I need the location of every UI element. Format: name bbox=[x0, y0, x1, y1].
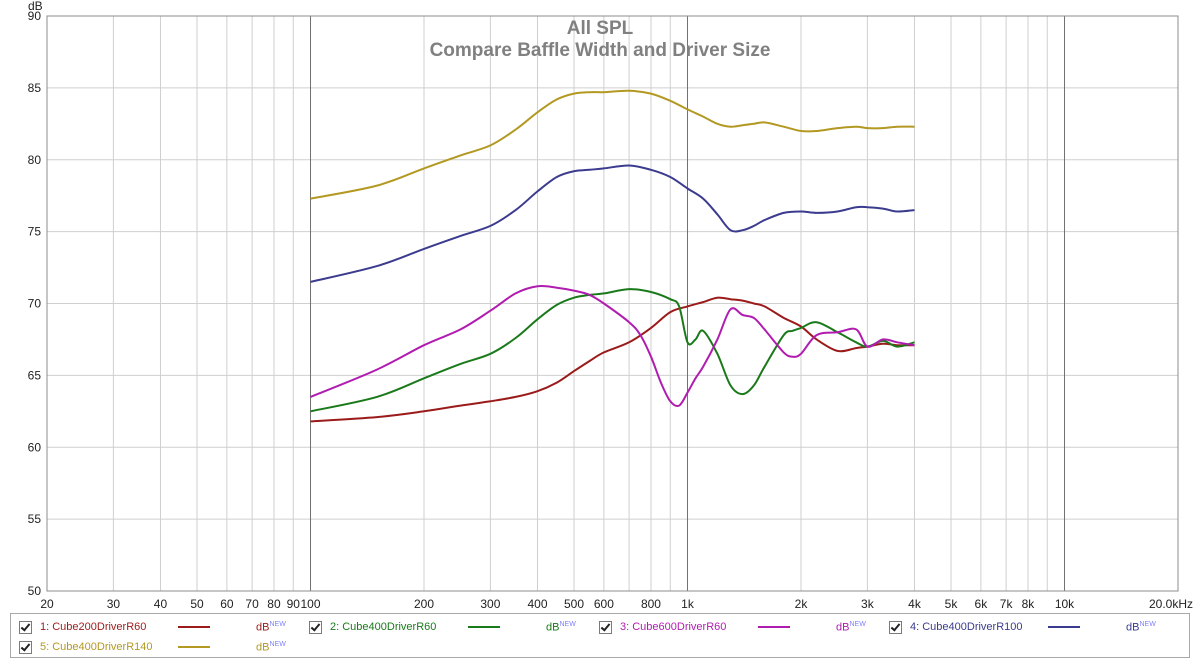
x-tick-label: 1k bbox=[681, 597, 695, 611]
legend-item-5[interactable]: 5: Cube400DriverR140 dBNEW bbox=[19, 637, 286, 657]
chart-subtitle: Compare Baffle Width and Driver Size bbox=[430, 40, 771, 61]
legend-item-2[interactable]: 2: Cube400DriverR60 dBNEW bbox=[309, 617, 576, 637]
x-tick-label: 8k bbox=[1022, 597, 1036, 611]
x-tick-label: 2k bbox=[795, 597, 809, 611]
series-layer bbox=[310, 89, 915, 423]
legend-item-4[interactable]: 4: Cube400DriverR100 dBNEW bbox=[889, 617, 1156, 637]
y-tick-label: 55 bbox=[28, 512, 42, 526]
legend-unit-text: dB bbox=[546, 621, 560, 634]
checkbox-icon[interactable] bbox=[599, 620, 612, 634]
chart-title: All SPL bbox=[567, 18, 634, 39]
legend-swatch bbox=[758, 626, 790, 628]
spl-chart: 20 30 40 50 60 70 80 90 100 200 300 400 500 600 800 1k 2… bbox=[28, 0, 1193, 611]
x-tick-label: 4k bbox=[908, 597, 922, 611]
x-tick-label: 500 bbox=[564, 597, 584, 611]
legend: 1: Cube200DriverR60 dBNEW 2: Cube400Driv… bbox=[10, 613, 1190, 658]
y-tick-label: 50 bbox=[28, 584, 42, 598]
legend-unit: dBNEW bbox=[256, 621, 286, 634]
legend-unit-text: dB bbox=[1126, 621, 1140, 634]
x-tick-label: 90 bbox=[287, 597, 301, 611]
checkbox-icon[interactable] bbox=[19, 620, 32, 634]
x-tick-label: 10k bbox=[1055, 597, 1075, 611]
x-tick-label: 5k bbox=[945, 597, 959, 611]
legend-unit-sup: NEW bbox=[269, 640, 286, 648]
legend-label: 2: Cube400DriverR60 bbox=[330, 621, 437, 633]
legend-item-3[interactable]: 3: Cube600DriverR60 dBNEW bbox=[599, 617, 866, 637]
x-tick-label: 800 bbox=[641, 597, 661, 611]
legend-unit: dBNEW bbox=[546, 621, 576, 634]
x-tick-label: 70 bbox=[245, 597, 259, 611]
y-tick-label: 75 bbox=[28, 225, 42, 239]
legend-label: 5: Cube400DriverR140 bbox=[40, 641, 153, 653]
checkbox-icon[interactable] bbox=[19, 640, 32, 654]
legend-unit-sup: NEW bbox=[849, 620, 866, 628]
x-tick-label: 200 bbox=[414, 597, 434, 611]
legend-swatch bbox=[178, 646, 210, 648]
series-line-3 bbox=[310, 284, 915, 408]
x-tick-label: 300 bbox=[480, 597, 500, 611]
legend-unit-sup: NEW bbox=[559, 620, 576, 628]
legend-label: 1: Cube200DriverR60 bbox=[40, 621, 147, 633]
legend-unit-text: dB bbox=[256, 641, 270, 654]
legend-item-1[interactable]: 1: Cube200DriverR60 dBNEW bbox=[19, 617, 286, 637]
y-tick-label: 85 bbox=[28, 81, 42, 95]
legend-label: 3: Cube600DriverR60 bbox=[620, 621, 727, 633]
legend-unit: dBNEW bbox=[836, 621, 866, 634]
y-axis-ticks: 50 55 60 65 70 75 80 85 90 bbox=[28, 9, 42, 598]
x-tick-label: 80 bbox=[267, 597, 281, 611]
x-axis-ticks: 20 30 40 50 60 70 80 90 100 200 300 400 500 600 800 1k 2… bbox=[40, 597, 1193, 611]
legend-unit-text: dB bbox=[836, 621, 850, 634]
x-tick-label: 40 bbox=[154, 597, 168, 611]
x-tick-label: 20 bbox=[40, 597, 54, 611]
legend-swatch bbox=[468, 626, 500, 628]
y-axis-unit-label: dB bbox=[28, 0, 43, 13]
x-tick-label: 30 bbox=[107, 597, 121, 611]
legend-unit: dBNEW bbox=[1126, 621, 1156, 634]
x-tick-label: 20.0kHz bbox=[1149, 597, 1193, 611]
plot-frame bbox=[46, 15, 1179, 592]
legend-unit-sup: NEW bbox=[269, 620, 286, 628]
x-tick-label: 400 bbox=[527, 597, 547, 611]
series-line-2 bbox=[310, 288, 915, 413]
legend-unit-sup: NEW bbox=[1139, 620, 1156, 628]
legend-label: 4: Cube400DriverR100 bbox=[910, 621, 1023, 633]
series-line-5 bbox=[310, 89, 915, 200]
checkbox-icon[interactable] bbox=[889, 620, 902, 634]
y-tick-label: 80 bbox=[28, 153, 42, 167]
legend-unit: dBNEW bbox=[256, 641, 286, 654]
x-tick-label: 60 bbox=[220, 597, 234, 611]
x-tick-label: 6k bbox=[975, 597, 989, 611]
y-tick-label: 60 bbox=[28, 440, 42, 454]
legend-swatch bbox=[1048, 626, 1080, 628]
series-line-4 bbox=[310, 164, 915, 283]
major-grid-lines bbox=[310, 16, 1066, 591]
legend-unit-text: dB bbox=[256, 621, 270, 634]
x-tick-label: 3k bbox=[861, 597, 875, 611]
grid-lines bbox=[47, 16, 1178, 591]
y-tick-label: 70 bbox=[28, 297, 42, 311]
series-line-1 bbox=[310, 296, 915, 423]
y-tick-label: 65 bbox=[28, 368, 42, 382]
checkbox-icon[interactable] bbox=[309, 620, 322, 634]
y-tick-label: 90 bbox=[28, 9, 42, 23]
x-tick-label: 7k bbox=[1000, 597, 1014, 611]
x-tick-label: 50 bbox=[190, 597, 204, 611]
x-tick-label: 100 bbox=[300, 597, 320, 611]
legend-swatch bbox=[178, 626, 210, 628]
x-tick-label: 600 bbox=[594, 597, 614, 611]
